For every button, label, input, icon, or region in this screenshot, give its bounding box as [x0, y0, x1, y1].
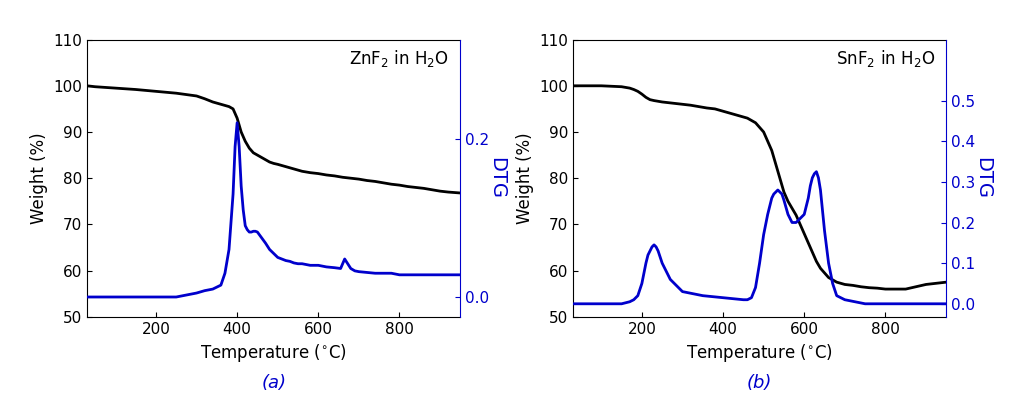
- Y-axis label: DTG: DTG: [487, 157, 506, 199]
- Y-axis label: Weight (%): Weight (%): [516, 132, 534, 224]
- Y-axis label: DTG: DTG: [973, 157, 992, 199]
- Y-axis label: Weight (%): Weight (%): [30, 132, 48, 224]
- Text: (a): (a): [261, 374, 286, 392]
- Text: ZnF$_2$ in H$_2$O: ZnF$_2$ in H$_2$O: [349, 48, 449, 69]
- Text: SnF$_2$ in H$_2$O: SnF$_2$ in H$_2$O: [836, 48, 935, 69]
- X-axis label: Temperature ($^{\circ}$C): Temperature ($^{\circ}$C): [686, 342, 833, 364]
- X-axis label: Temperature ($^{\circ}$C): Temperature ($^{\circ}$C): [201, 342, 347, 364]
- Text: (b): (b): [747, 374, 772, 392]
